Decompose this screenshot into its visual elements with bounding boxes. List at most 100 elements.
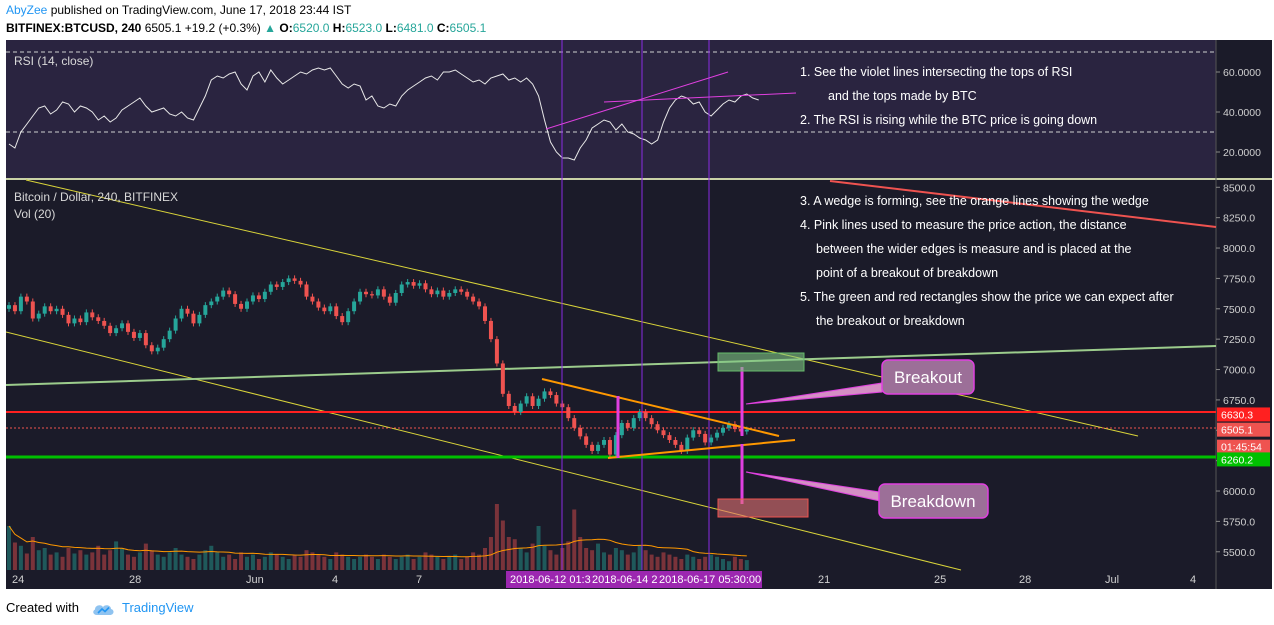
price-tick-label: 8250.0 <box>1223 213 1255 225</box>
candle-body <box>721 427 725 433</box>
rsi-tick-label: 40.0000 <box>1223 107 1261 119</box>
wedge-upper-line[interactable] <box>541 378 780 437</box>
candle-body <box>643 412 648 419</box>
last-price: 6505.1 <box>144 21 182 35</box>
date-label: 2018-06-17 05:30:00 <box>659 574 761 586</box>
price-tag-label[interactable]: 6260.2 <box>1221 454 1253 466</box>
volume-bar <box>483 548 487 570</box>
volume-bar <box>405 554 410 570</box>
price-tag-label[interactable]: 6630.3 <box>1221 409 1253 421</box>
rsi-line <box>8 67 759 161</box>
volume-bar <box>233 559 238 570</box>
candle-body <box>227 290 232 295</box>
wedge-lower-line[interactable] <box>607 439 796 459</box>
volume-bar <box>155 554 160 570</box>
candle-body <box>518 403 523 413</box>
volume-bar <box>7 526 11 570</box>
candle-body <box>292 278 297 281</box>
x-tick-label: 28 <box>1019 574 1031 586</box>
candle-body <box>340 316 345 323</box>
volume-bar <box>477 554 482 570</box>
candle-body <box>631 418 636 428</box>
rsi-trend-line-2[interactable] <box>603 92 797 103</box>
volume-bar <box>108 550 113 570</box>
candle-body <box>262 291 267 300</box>
volume-bar <box>703 556 708 570</box>
rsi-layer <box>6 51 1216 161</box>
price-tick-label: 7250.0 <box>1223 334 1255 346</box>
author-link[interactable]: AbyZee <box>6 3 48 17</box>
price-tag-label[interactable]: 01:45:54 <box>1221 442 1262 454</box>
candle-body <box>512 405 517 413</box>
candle-body <box>7 305 11 309</box>
candle-body <box>602 440 606 445</box>
volume-bar <box>298 556 303 570</box>
open-value: 6520.0 <box>292 21 330 35</box>
candle-body <box>619 422 624 436</box>
breakdown-label: Breakdown <box>890 492 975 511</box>
volume-bar <box>554 554 559 570</box>
candle-body <box>18 296 23 312</box>
breakdown-target-rect[interactable] <box>717 498 809 518</box>
candle-body <box>536 398 541 406</box>
volume-bar <box>96 545 101 570</box>
candle-body <box>72 318 77 324</box>
candle-body <box>584 436 589 445</box>
volume-bar <box>518 548 523 570</box>
created-with-text: Created with <box>6 600 79 615</box>
volume-bar <box>453 554 458 570</box>
volume-bar <box>268 552 273 570</box>
breakout-callout[interactable] <box>881 359 975 395</box>
tradingview-link[interactable]: TradingView <box>122 600 194 615</box>
volume-bar <box>613 548 618 570</box>
candle-body <box>102 320 107 326</box>
chart-area[interactable]: Breakout Breakdown RSI (14, close) Bitco… <box>5 40 1272 589</box>
volume-bar <box>54 552 59 570</box>
symbol-name: BITFINEX:BTCUSD, 240 <box>6 21 142 35</box>
candle-body <box>131 331 136 338</box>
volume-bar <box>715 556 720 570</box>
x-tick-label: Jul <box>1105 574 1119 586</box>
volume-bar <box>435 556 440 570</box>
red-trend-line[interactable] <box>829 180 1217 228</box>
note-5: 5. The green and red rectangles show the… <box>800 290 1174 304</box>
candle-body <box>114 328 119 334</box>
volume-bar <box>173 548 178 570</box>
candle-body <box>405 282 410 285</box>
volume-bar <box>578 537 583 570</box>
volume-bar <box>209 545 214 570</box>
candle-body <box>84 312 89 323</box>
volume-bar <box>203 550 208 570</box>
volume-bar <box>286 559 291 570</box>
channel-lower-line[interactable] <box>5 331 962 571</box>
volume-bar <box>447 556 452 570</box>
chart-svg[interactable]: Breakout Breakdown RSI (14, close) Bitco… <box>5 40 1272 589</box>
candle-body <box>703 433 708 443</box>
note-5b: the breakout or breakdown <box>816 314 965 328</box>
candle-body <box>358 291 363 302</box>
candle-body <box>417 283 422 286</box>
candle-body <box>381 289 386 297</box>
volume-bar <box>280 556 285 570</box>
volume-bar <box>292 554 297 570</box>
breakdown-callout[interactable] <box>878 483 989 519</box>
price-tag-label[interactable]: 6505.1 <box>1221 425 1253 437</box>
candle-body <box>441 290 446 297</box>
volume-bar <box>197 554 202 570</box>
candle-body <box>364 291 368 295</box>
candle-body <box>24 296 29 302</box>
green-trend-line[interactable] <box>5 345 1217 386</box>
volume-bar <box>494 504 499 570</box>
breakout-target-rect[interactable] <box>717 352 805 372</box>
note-4c: point of a breakout of breakdown <box>816 266 998 280</box>
breakout-label: Breakout <box>894 368 962 387</box>
volume-bar <box>72 553 77 570</box>
volume-bar <box>126 554 130 570</box>
notes-block: 1. See the violet lines intersecting the… <box>800 65 1174 328</box>
symbol-bar: BITFINEX:BTCUSD, 240 6505.1 +19.2 (+0.3%… <box>6 21 486 35</box>
candle-body <box>655 424 660 431</box>
tradingview-cloud-icon[interactable] <box>91 602 115 616</box>
volume-bar <box>691 556 696 570</box>
low-value: 6481.0 <box>396 21 434 35</box>
candle-body <box>328 306 333 312</box>
